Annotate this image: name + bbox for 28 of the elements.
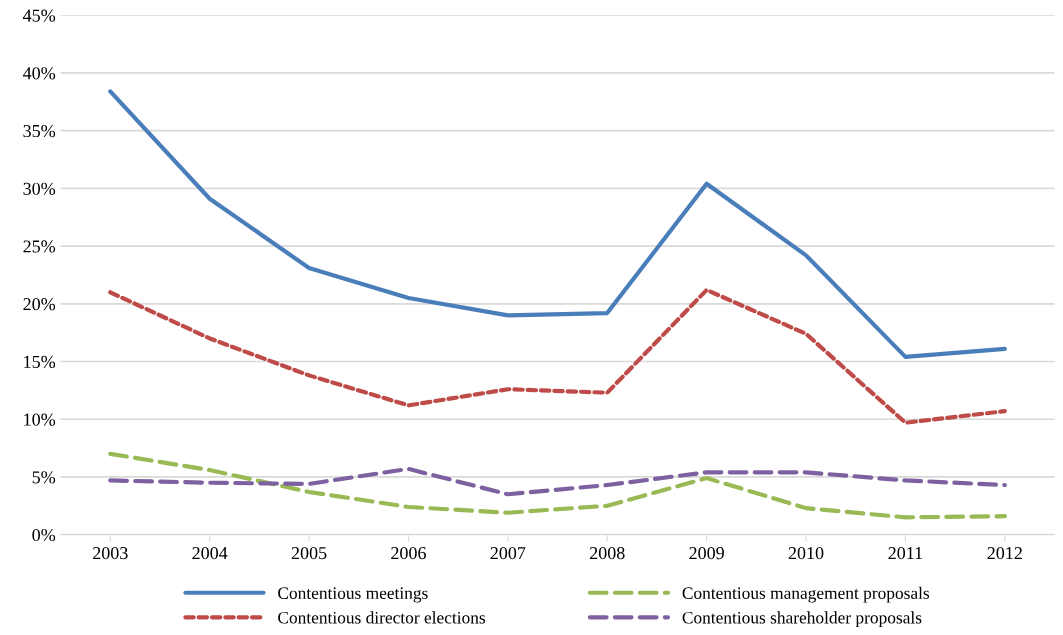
line-series <box>108 89 1007 359</box>
x-tick-label: 2008 <box>589 547 625 560</box>
x-tick-label: 2007 <box>490 547 526 560</box>
line-series <box>108 287 1007 425</box>
legend-label: Contentious director elections <box>278 611 486 624</box>
y-tick-label: 30% <box>23 182 56 195</box>
y-tick-label: 25% <box>23 240 56 253</box>
legend-label: Contentious shareholder proposals <box>682 611 922 628</box>
legend-label: Contentious meetings <box>278 587 428 603</box>
x-tick-label: 2003 <box>93 547 128 560</box>
x-tick-label: 2012 <box>987 547 1022 560</box>
x-tick-label: 2005 <box>291 547 327 560</box>
line-series <box>108 466 1007 497</box>
legend-label: Contentious management proposals <box>682 586 930 603</box>
y-tick-label: 35% <box>23 124 56 138</box>
line-series <box>108 451 1007 520</box>
y-tick-label: 20% <box>23 298 56 311</box>
y-tick-label: 0% <box>32 528 56 542</box>
y-tick-label: 10% <box>24 413 56 426</box>
y-tick-label: 5% <box>32 471 56 484</box>
y-tick-label: 15% <box>24 355 56 369</box>
y-tick-label: 40% <box>22 67 56 80</box>
x-tick-label: 2004 <box>192 547 228 560</box>
y-tick-label: 45% <box>22 9 56 22</box>
x-tick-label: 2009 <box>689 547 724 560</box>
x-tick-label: 2010 <box>788 547 824 560</box>
x-tick-label: 2011 <box>888 547 923 560</box>
x-tick-label: 2006 <box>391 547 426 560</box>
